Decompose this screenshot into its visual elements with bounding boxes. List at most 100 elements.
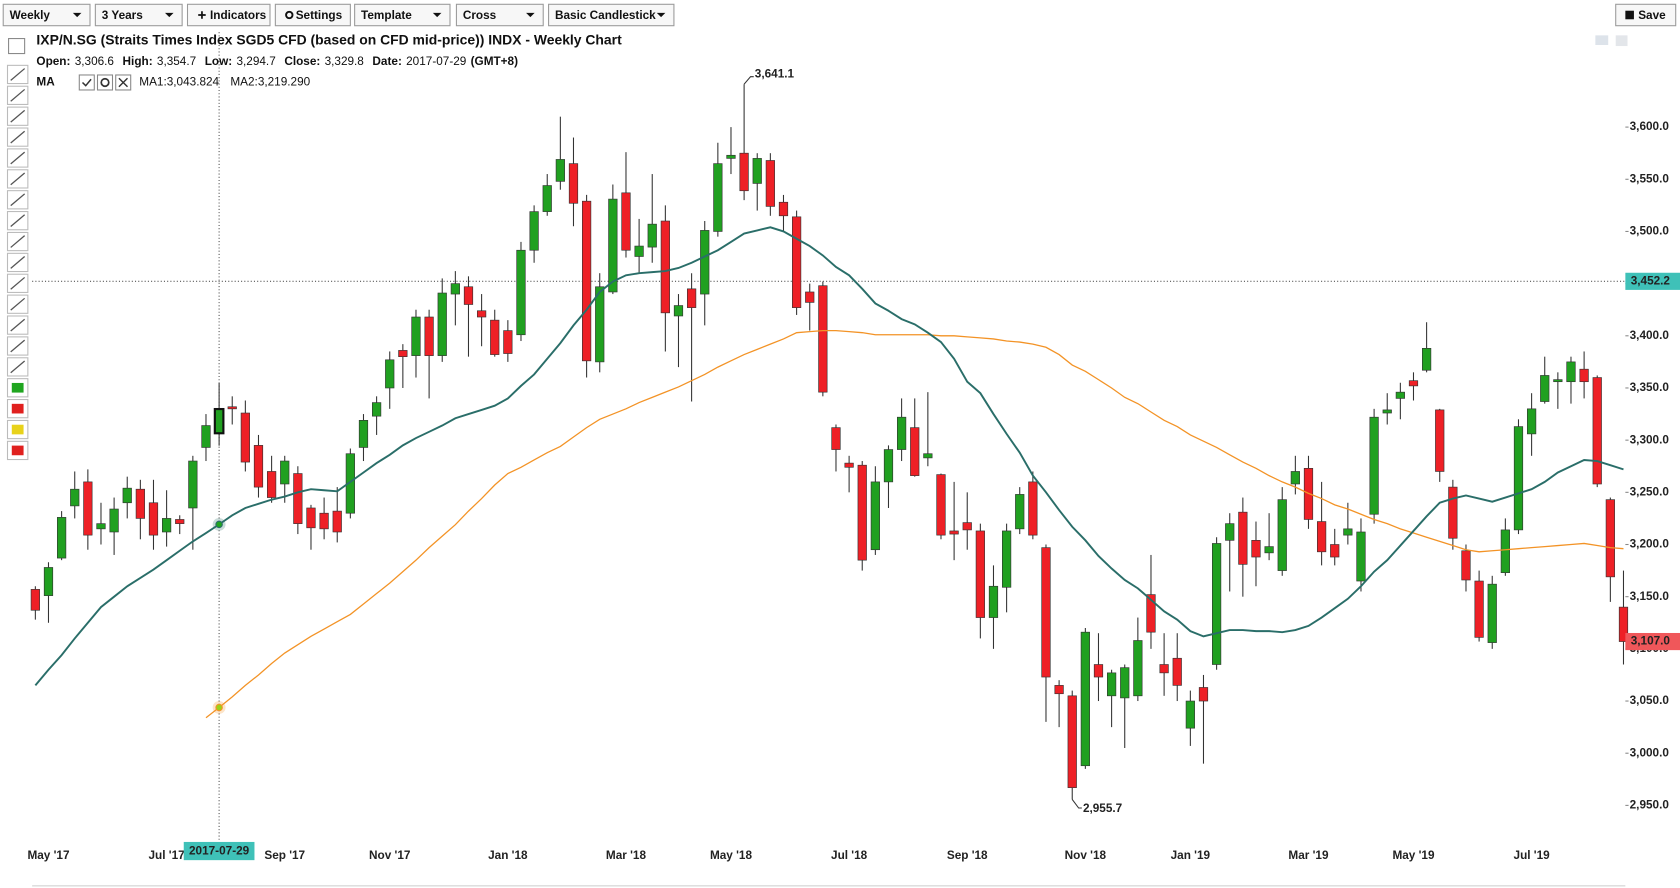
- toolbar-button[interactable]: 3 Years: [94, 3, 183, 27]
- crosshair-date-box: [183, 841, 255, 861]
- save-button[interactable]: Save: [1615, 3, 1677, 27]
- candle-body: [726, 154, 736, 159]
- button-frame[interactable]: [455, 3, 544, 27]
- x-tick-label: Nov '17: [369, 849, 411, 862]
- button-frame[interactable]: [2, 3, 91, 27]
- x-tick-label: Nov '18: [1065, 849, 1107, 862]
- candle-body: [1395, 391, 1405, 399]
- x-tick-label: Jan '18: [488, 849, 528, 862]
- button-frame[interactable]: [94, 3, 183, 27]
- candle-body: [358, 420, 369, 448]
- readout-value: 3,354.7: [157, 55, 196, 68]
- tool-icon: [10, 130, 26, 144]
- toolbar-button[interactable]: Indicators: [186, 3, 271, 27]
- candle-body: [201, 425, 211, 448]
- candle-body: [1474, 580, 1484, 638]
- readout-label: Open:: [36, 55, 70, 68]
- candle-body: [975, 530, 985, 618]
- gear-icon: [285, 10, 294, 20]
- candle-body: [1120, 667, 1130, 699]
- candle-body: [96, 523, 106, 530]
- candle-body: [1408, 380, 1419, 387]
- dropdown-arrow: [72, 12, 82, 18]
- y-tick-label: 3,250.0: [1630, 485, 1670, 498]
- settings-box[interactable]: [96, 74, 114, 91]
- button-frame[interactable]: [274, 3, 351, 27]
- tool-icon: [11, 424, 24, 435]
- candle-body: [175, 519, 185, 524]
- candle-body: [673, 305, 684, 317]
- ohlc-readout: Open: 3,306.6 High: 3,354.7 Low: 3,294.7 Close…: [36, 55, 518, 68]
- candle-body: [1028, 481, 1038, 536]
- candle-body: [332, 510, 342, 533]
- button-frame[interactable]: [354, 3, 451, 27]
- last-price-label: 3,107.0: [1631, 635, 1671, 648]
- candle-body: [319, 512, 329, 530]
- crosshair-price-label: 3,452.2: [1631, 274, 1671, 287]
- fullscreen-tool[interactable]: [8, 38, 26, 55]
- candle-body: [1461, 550, 1471, 581]
- dropdown-arrow: [165, 12, 174, 18]
- candle-body: [660, 220, 670, 314]
- candle-body: [555, 159, 565, 182]
- candle-body: [1500, 529, 1510, 574]
- candle-body: [450, 283, 460, 295]
- candle-body: [1448, 486, 1458, 539]
- candle-body: [57, 517, 67, 559]
- candle-body: [30, 589, 40, 611]
- candle-body: [516, 249, 526, 336]
- ma1-legend: MA1:3,043.824: [139, 76, 219, 89]
- camera-icon[interactable]: [1595, 35, 1609, 45]
- tool-icon: [10, 214, 26, 228]
- button-label: 3 Years: [102, 9, 143, 22]
- toggle-box[interactable]: [78, 74, 95, 91]
- readout-label: Low:: [205, 55, 232, 68]
- x-tick-label: Sep '17: [264, 849, 305, 862]
- candle-body: [293, 473, 303, 524]
- x-tick-label: Mar '18: [606, 849, 647, 862]
- toolbar-button[interactable]: Template: [354, 3, 451, 27]
- candle-body: [1540, 375, 1550, 402]
- button-frame[interactable]: [1615, 3, 1677, 27]
- indicator-controls[interactable]: [78, 74, 132, 91]
- y-tick-label: 3,050.0: [1630, 694, 1670, 707]
- button-label: Cross: [463, 9, 497, 22]
- print-icon[interactable]: [1615, 35, 1628, 47]
- dropdown-arrow: [432, 12, 442, 18]
- candle-body: [267, 471, 277, 498]
- button-label: Settings: [296, 9, 343, 22]
- tool-icon: [10, 88, 26, 102]
- candle-body: [1277, 499, 1287, 571]
- candle-body: [1435, 409, 1445, 472]
- toolbar-button[interactable]: Weekly: [2, 3, 91, 27]
- button-frame[interactable]: [548, 3, 675, 27]
- candle-body: [122, 487, 132, 504]
- toolbar-button[interactable]: Settings: [274, 3, 351, 27]
- candle-body: [831, 427, 841, 450]
- toolbar-button[interactable]: Cross: [455, 3, 544, 27]
- candle-body: [1343, 528, 1353, 536]
- candle-body: [1330, 544, 1340, 558]
- candle-body: [1618, 606, 1629, 642]
- tool-icon: [10, 297, 26, 311]
- candle-body: [634, 245, 644, 257]
- crosshair-date-label: 2017-07-29: [189, 845, 250, 858]
- tool-icon: [11, 382, 24, 393]
- candle-body: [1369, 416, 1379, 515]
- candle-body: [818, 285, 828, 393]
- y-tick-label: 3,500.0: [1630, 225, 1670, 238]
- readout-value: 3,306.6: [75, 55, 115, 68]
- candle-body: [713, 163, 723, 232]
- candle-body: [1487, 583, 1497, 643]
- y-tick-label: 3,300.0: [1630, 433, 1670, 446]
- plot-area: 2,950.03,000.03,050.03,100.03,150.03,200…: [27, 32, 1680, 862]
- button-frame[interactable]: [186, 3, 271, 27]
- high-leader: [743, 76, 754, 85]
- candle-body: [1041, 547, 1051, 678]
- candle-body: [568, 163, 579, 204]
- toolbar-button[interactable]: Basic Candlestick: [548, 3, 675, 27]
- candle-body: [1238, 511, 1248, 565]
- tool-icon: [10, 193, 26, 207]
- y-tick-label: 3,550.0: [1630, 172, 1670, 185]
- candle-body: [582, 200, 592, 362]
